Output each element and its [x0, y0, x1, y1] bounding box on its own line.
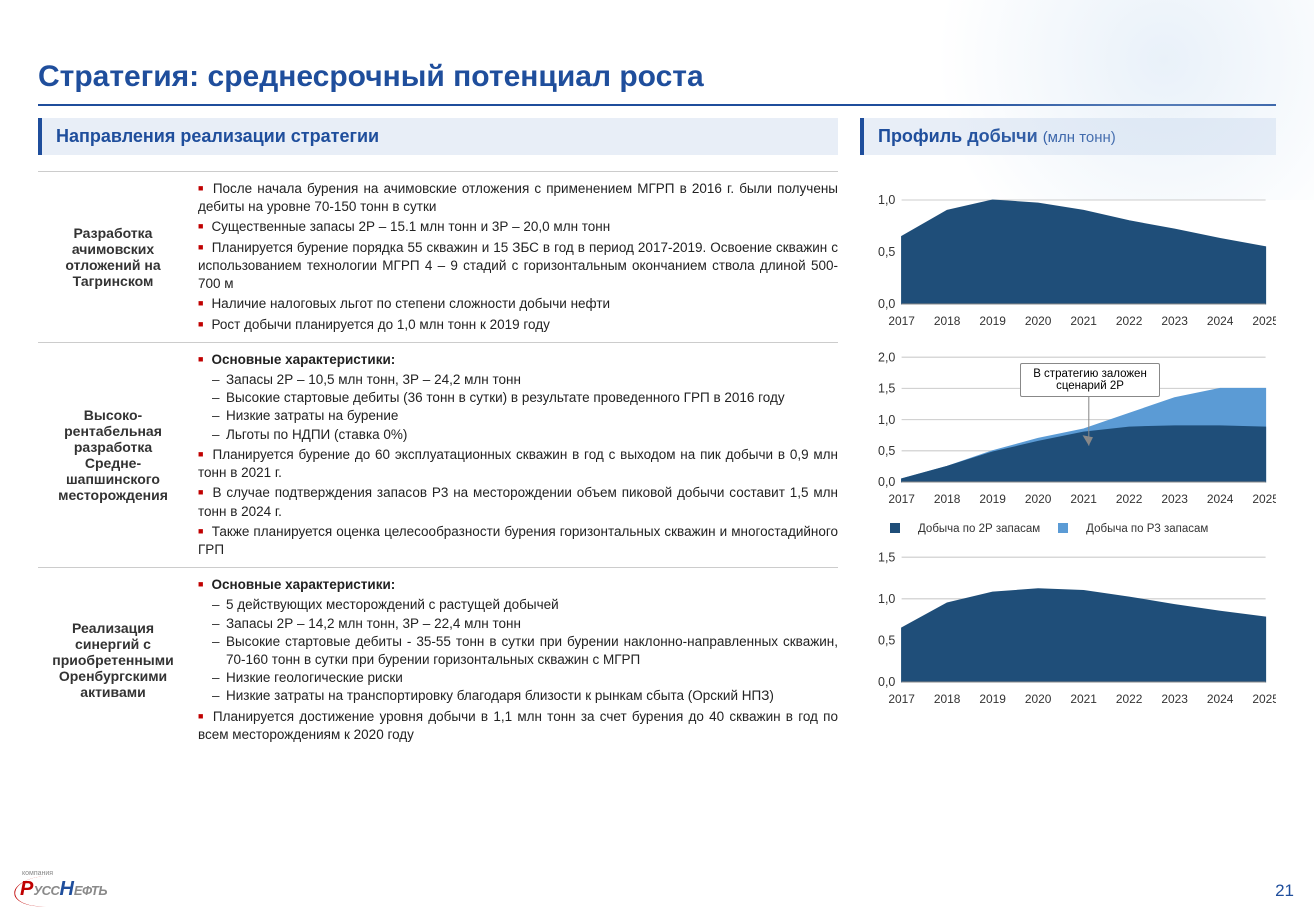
- page-number: 21: [1275, 881, 1294, 901]
- strategy-row: Реализация синергий с приобретенными Оре…: [38, 567, 838, 752]
- sub-bullet: Высокие стартовые дебиты - 35-55 тонн в …: [226, 633, 838, 669]
- page-title: Стратегия: среднесрочный потенциал роста: [0, 0, 1314, 104]
- bullet-item: После начала бурения на ачимовские отлож…: [198, 180, 838, 216]
- bullet-item: Планируется бурение порядка 55 скважин и…: [198, 239, 838, 294]
- legend-item: Добыча по P3 запасам: [1058, 523, 1208, 535]
- bullet-item: Основные характеристики:: [198, 351, 838, 369]
- row-label: Высоко-рентабельная разработка Средне-ша…: [38, 349, 188, 561]
- row-body: Основные характеристики: Запасы 2Р – 10,5…: [188, 349, 838, 561]
- bullet-item: Существенные запасы 2Р – 15.1 млн тонн и…: [198, 218, 838, 236]
- sub-bullet: Льготы по НДПИ (ставка 0%): [226, 426, 838, 444]
- bullet-item: Также планируется оценка целесообразност…: [198, 523, 838, 559]
- svg-text:2023: 2023: [1161, 692, 1188, 706]
- svg-text:2019: 2019: [979, 692, 1006, 706]
- svg-text:2023: 2023: [1161, 314, 1188, 328]
- svg-text:2017: 2017: [888, 692, 915, 706]
- svg-text:2025: 2025: [1252, 314, 1276, 328]
- svg-text:0,0: 0,0: [878, 475, 895, 489]
- sub-bullet: Низкие затраты на транспортировку благод…: [226, 687, 838, 705]
- svg-text:2023: 2023: [1161, 492, 1188, 506]
- bullet-item: В случае подтверждения запасов Р3 на мес…: [198, 484, 838, 520]
- svg-text:2020: 2020: [1025, 314, 1052, 328]
- svg-text:2019: 2019: [979, 492, 1006, 506]
- chart-box: 0,0 0,5 1,0 1,5 2,0 2017 2018 2019 2020 2021 2022 2…: [860, 345, 1276, 515]
- svg-text:2022: 2022: [1116, 692, 1143, 706]
- svg-text:1,0: 1,0: [878, 193, 895, 207]
- svg-text:2022: 2022: [1116, 314, 1143, 328]
- sub-bullet: 5 действующих месторождений с растущей д…: [226, 596, 838, 614]
- sub-bullet: Запасы 2Р – 14,2 млн тонн, 3Р – 22,4 млн…: [226, 615, 838, 633]
- right-header-main: Профиль добычи: [878, 126, 1038, 146]
- svg-text:2020: 2020: [1025, 492, 1052, 506]
- svg-text:2024: 2024: [1207, 314, 1234, 328]
- row-body: Основные характеристики: 5 действующих ме…: [188, 574, 838, 746]
- bullet-item: Основные характеристики:: [198, 576, 838, 594]
- area-chart-2: 0,0 0,5 1,0 1,5 2017 2018 2019 2020 2021 2022 2023…: [860, 545, 1276, 715]
- company-logo: компания РУССНЕФТЬ: [14, 878, 107, 901]
- svg-text:2021: 2021: [1070, 492, 1097, 506]
- svg-text:2021: 2021: [1070, 692, 1097, 706]
- svg-text:2024: 2024: [1207, 692, 1234, 706]
- svg-text:0,5: 0,5: [878, 444, 895, 458]
- svg-text:2021: 2021: [1070, 314, 1097, 328]
- svg-text:1,5: 1,5: [878, 382, 895, 396]
- svg-text:2,0: 2,0: [878, 350, 895, 364]
- bullet-item: Наличие налоговых льгот по степени сложн…: [198, 295, 838, 313]
- row-label: Разработка ачимовских отложений на Тагри…: [38, 178, 188, 336]
- legend-item: Добыча по 2Р запасам: [890, 523, 1040, 535]
- slide-footer: компания РУССНЕФТЬ 21: [14, 878, 1294, 901]
- bullet-item: Планируется бурение до 60 эксплуатационн…: [198, 446, 838, 482]
- svg-text:2019: 2019: [979, 314, 1006, 328]
- svg-text:2017: 2017: [888, 492, 915, 506]
- strategy-row: Высоко-рентабельная разработка Средне-ша…: [38, 342, 838, 567]
- right-section-header: Профиль добычи (млн тонн): [860, 118, 1276, 155]
- svg-text:1,0: 1,0: [878, 413, 895, 427]
- svg-text:2018: 2018: [934, 492, 961, 506]
- chart-legend: Добыча по 2Р запасам Добыча по P3 запасам: [860, 523, 1276, 535]
- row-body: После начала бурения на ачимовские отлож…: [188, 178, 838, 336]
- strategy-rows: Разработка ачимовских отложений на Тагри…: [38, 171, 838, 752]
- right-header-sub: (млн тонн): [1043, 129, 1116, 146]
- svg-text:0,5: 0,5: [878, 634, 895, 648]
- svg-text:2025: 2025: [1252, 492, 1276, 506]
- svg-text:2020: 2020: [1025, 692, 1052, 706]
- svg-text:2022: 2022: [1116, 492, 1143, 506]
- sub-bullet: Низкие затраты на бурение: [226, 407, 838, 425]
- svg-text:0,0: 0,0: [878, 297, 895, 311]
- right-column: Профиль добычи (млн тонн) 0,0 0,5 1,0 2017 2…: [860, 118, 1276, 752]
- svg-text:2024: 2024: [1207, 492, 1234, 506]
- bullet-item: Планируется достижение уровня добычи в 1…: [198, 708, 838, 744]
- bullet-item: Рост добычи планируется до 1,0 млн тонн …: [198, 316, 838, 334]
- svg-text:0,5: 0,5: [878, 245, 895, 259]
- svg-text:2018: 2018: [934, 314, 961, 328]
- svg-text:0,0: 0,0: [878, 675, 895, 689]
- left-column: Направления реализации стратегии Разрабо…: [38, 118, 838, 752]
- sub-bullet: Высокие стартовые дебиты (36 тонн в сутк…: [226, 389, 838, 407]
- content-wrapper: Направления реализации стратегии Разрабо…: [0, 106, 1314, 752]
- sub-bullet: Запасы 2Р – 10,5 млн тонн, 3Р – 24,2 млн…: [226, 371, 838, 389]
- svg-text:1,0: 1,0: [878, 592, 895, 606]
- svg-text:2018: 2018: [934, 692, 961, 706]
- charts-container: 0,0 0,5 1,0 2017 2018 2019 2020 2021 2022 2023 202…: [860, 167, 1276, 715]
- left-section-header: Направления реализации стратегии: [38, 118, 838, 155]
- svg-text:1,5: 1,5: [878, 550, 895, 564]
- row-label: Реализация синергий с приобретенными Оре…: [38, 574, 188, 746]
- chart-box: 0,0 0,5 1,0 1,5 2017 2018 2019 2020 2021 2022 2023…: [860, 545, 1276, 715]
- svg-text:2017: 2017: [888, 314, 915, 328]
- sub-bullet: Низкие геологические риски: [226, 669, 838, 687]
- area-chart-0: 0,0 0,5 1,0 2017 2018 2019 2020 2021 2022 2023 202…: [860, 167, 1276, 337]
- chart-box: 0,0 0,5 1,0 2017 2018 2019 2020 2021 2022 2023 202…: [860, 167, 1276, 337]
- chart-callout: В стратегию заложен сценарий 2Р: [1020, 363, 1160, 397]
- svg-text:2025: 2025: [1252, 692, 1276, 706]
- strategy-row: Разработка ачимовских отложений на Тагри…: [38, 171, 838, 342]
